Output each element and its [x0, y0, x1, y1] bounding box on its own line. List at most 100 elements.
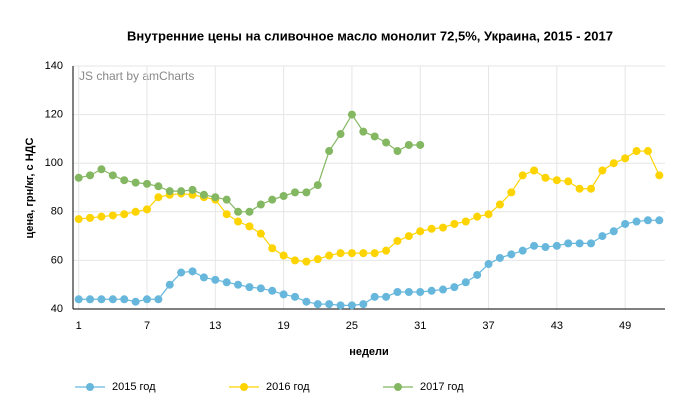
- data-point: [325, 251, 334, 260]
- data-point: [564, 177, 573, 186]
- y-tick-label: 140: [45, 60, 63, 72]
- chart-title: Внутренние цены на сливочное масло монол…: [127, 28, 613, 43]
- data-point: [279, 192, 288, 201]
- data-point: [188, 185, 197, 194]
- data-point: [439, 223, 447, 232]
- data-point: [302, 257, 311, 266]
- data-point: [245, 207, 254, 216]
- data-point: [211, 275, 220, 284]
- data-point: [165, 280, 174, 289]
- data-point: [211, 193, 220, 202]
- data-point: [416, 140, 425, 149]
- data-point: [268, 286, 277, 295]
- data-point: [473, 212, 482, 221]
- data-point: [177, 187, 186, 196]
- data-point: [416, 227, 425, 236]
- data-point: [370, 292, 379, 301]
- data-point: [222, 210, 231, 219]
- y-tick-label: 60: [51, 254, 63, 266]
- data-point: [302, 297, 311, 306]
- x-tick-label: 31: [414, 320, 426, 332]
- data-point: [587, 239, 595, 248]
- data-point: [507, 250, 516, 259]
- data-point: [609, 159, 618, 168]
- x-tick-label: 7: [144, 320, 150, 332]
- data-point: [518, 246, 527, 255]
- data-point: [97, 212, 106, 221]
- data-point: [74, 295, 83, 304]
- data-point: [108, 211, 117, 220]
- data-point: [313, 255, 322, 264]
- data-point: [302, 188, 311, 197]
- data-point: [347, 110, 356, 119]
- data-point: [404, 287, 413, 296]
- data-point: [552, 241, 561, 250]
- data-point: [165, 187, 174, 196]
- data-point: [541, 243, 550, 252]
- data-point: [120, 176, 129, 185]
- data-point: [382, 138, 391, 147]
- data-point: [450, 219, 459, 228]
- data-point: [131, 207, 140, 216]
- data-point: [199, 273, 208, 282]
- data-point: [575, 239, 584, 248]
- data-point: [108, 171, 117, 180]
- data-point: [108, 295, 117, 304]
- data-point: [336, 130, 345, 139]
- data-point: [632, 147, 641, 156]
- data-point: [268, 244, 277, 253]
- data-point: [154, 295, 163, 304]
- x-tick-label: 43: [551, 320, 563, 332]
- data-point: [404, 232, 413, 241]
- legend-label: 2015 год: [112, 381, 156, 393]
- data-point: [359, 249, 368, 258]
- data-point: [222, 278, 231, 287]
- data-point: [518, 171, 527, 180]
- y-tick-label: 120: [45, 109, 63, 121]
- data-point: [598, 166, 607, 175]
- data-point: [621, 219, 630, 228]
- data-point: [575, 184, 584, 193]
- data-point: [495, 253, 504, 262]
- data-point: [336, 249, 345, 258]
- data-point: [473, 270, 482, 279]
- data-point: [131, 178, 140, 187]
- data-point: [234, 207, 243, 216]
- data-point: [131, 297, 140, 306]
- data-point: [347, 301, 356, 310]
- legend-marker: [240, 383, 248, 391]
- data-point: [143, 295, 151, 304]
- watermark: JS chart by amCharts: [79, 69, 194, 83]
- data-point: [74, 215, 83, 224]
- x-tick-label: 13: [209, 320, 221, 332]
- x-tick-label: 19: [277, 320, 289, 332]
- data-point: [621, 154, 630, 163]
- data-point: [291, 256, 299, 265]
- y-tick-label: 40: [51, 303, 63, 315]
- series-line: [78, 150, 660, 263]
- data-point: [461, 278, 470, 287]
- data-point: [439, 285, 447, 294]
- data-point: [120, 210, 129, 219]
- data-point: [507, 188, 516, 197]
- data-point: [382, 292, 391, 301]
- data-point: [427, 224, 436, 233]
- x-tick-label: 49: [619, 320, 631, 332]
- data-point: [86, 213, 95, 222]
- data-point: [256, 229, 265, 238]
- data-point: [74, 173, 83, 182]
- data-point: [359, 300, 368, 309]
- data-point: [461, 217, 470, 226]
- data-point: [256, 200, 265, 209]
- data-point: [564, 239, 573, 248]
- data-point: [245, 222, 254, 231]
- x-tick-label: 37: [482, 320, 494, 332]
- data-point: [495, 200, 504, 209]
- data-point: [370, 132, 379, 141]
- data-point: [393, 236, 402, 245]
- data-point: [404, 140, 413, 149]
- data-point: [143, 205, 151, 214]
- data-point: [188, 267, 197, 276]
- y-tick-label: 80: [51, 206, 63, 218]
- data-point: [234, 280, 243, 289]
